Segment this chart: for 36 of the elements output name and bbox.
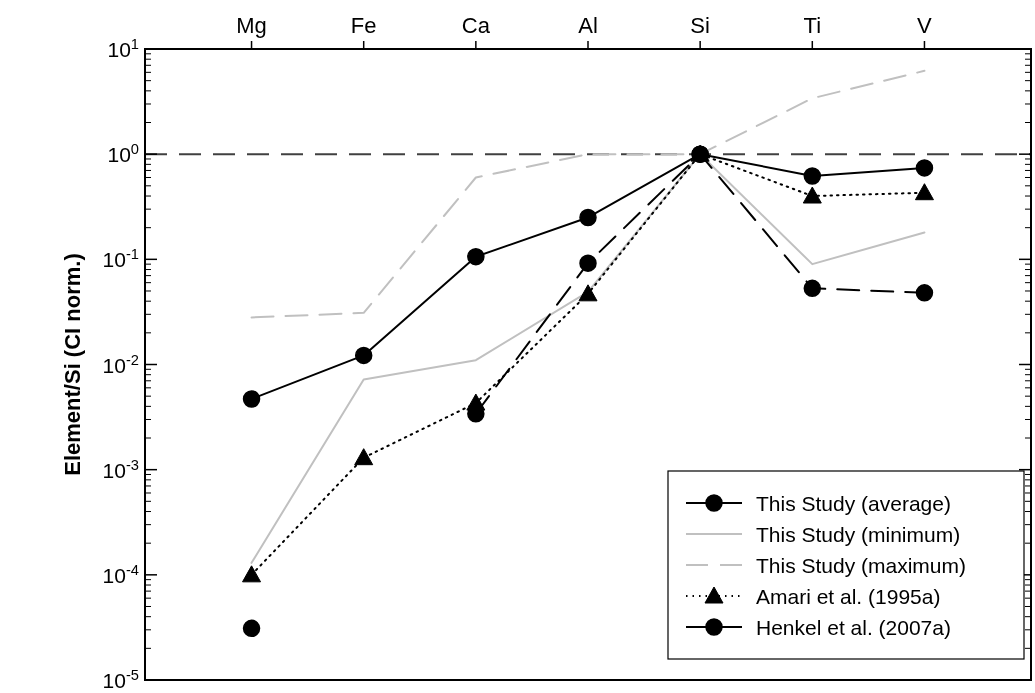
y-tick-label: 10$^{-1}$	[102, 246, 139, 272]
point	[579, 254, 597, 272]
y-tick-label: 10$^{-5}$	[102, 667, 139, 692]
legend-label: This Study (maximum)	[756, 554, 967, 577]
point	[242, 619, 261, 638]
point	[579, 208, 597, 227]
legend-label: This Study (minimum)	[756, 523, 961, 546]
x-tick-label: Si	[690, 13, 710, 38]
legend-label: Amari et al. (1995a)	[756, 585, 941, 608]
y-tick-label: 10$^{-2}$	[102, 351, 139, 377]
point	[578, 284, 598, 302]
x-tick-label: Mg	[236, 13, 267, 38]
x-tick-label: Fe	[350, 13, 377, 38]
point	[914, 183, 934, 201]
point	[802, 186, 822, 204]
point	[915, 159, 934, 177]
y-tick-label: 10$^{0}$	[107, 141, 139, 167]
x-tick-label: Al	[578, 13, 598, 38]
point	[242, 565, 262, 583]
point	[467, 247, 485, 266]
x-tick-label: V	[917, 13, 933, 38]
legend-label: Henkel et al. (2007a)	[756, 616, 951, 639]
point	[803, 279, 822, 298]
y-axis-title: Element/Si (CI norm.)	[60, 253, 85, 476]
y-tick-label: 10$^{-4}$	[102, 561, 139, 587]
point	[242, 390, 261, 408]
legend-label: This Study (average)	[756, 492, 951, 515]
y-tick-label: 10$^{1}$	[107, 36, 139, 61]
x-tick-label: Ti	[803, 13, 822, 38]
point	[354, 448, 374, 466]
line-series	[250, 69, 926, 319]
point	[803, 167, 822, 185]
y-tick-label: 10$^{-3}$	[102, 456, 139, 482]
x-tick-label: Ca	[461, 13, 491, 38]
point	[915, 284, 934, 302]
point	[354, 346, 373, 365]
